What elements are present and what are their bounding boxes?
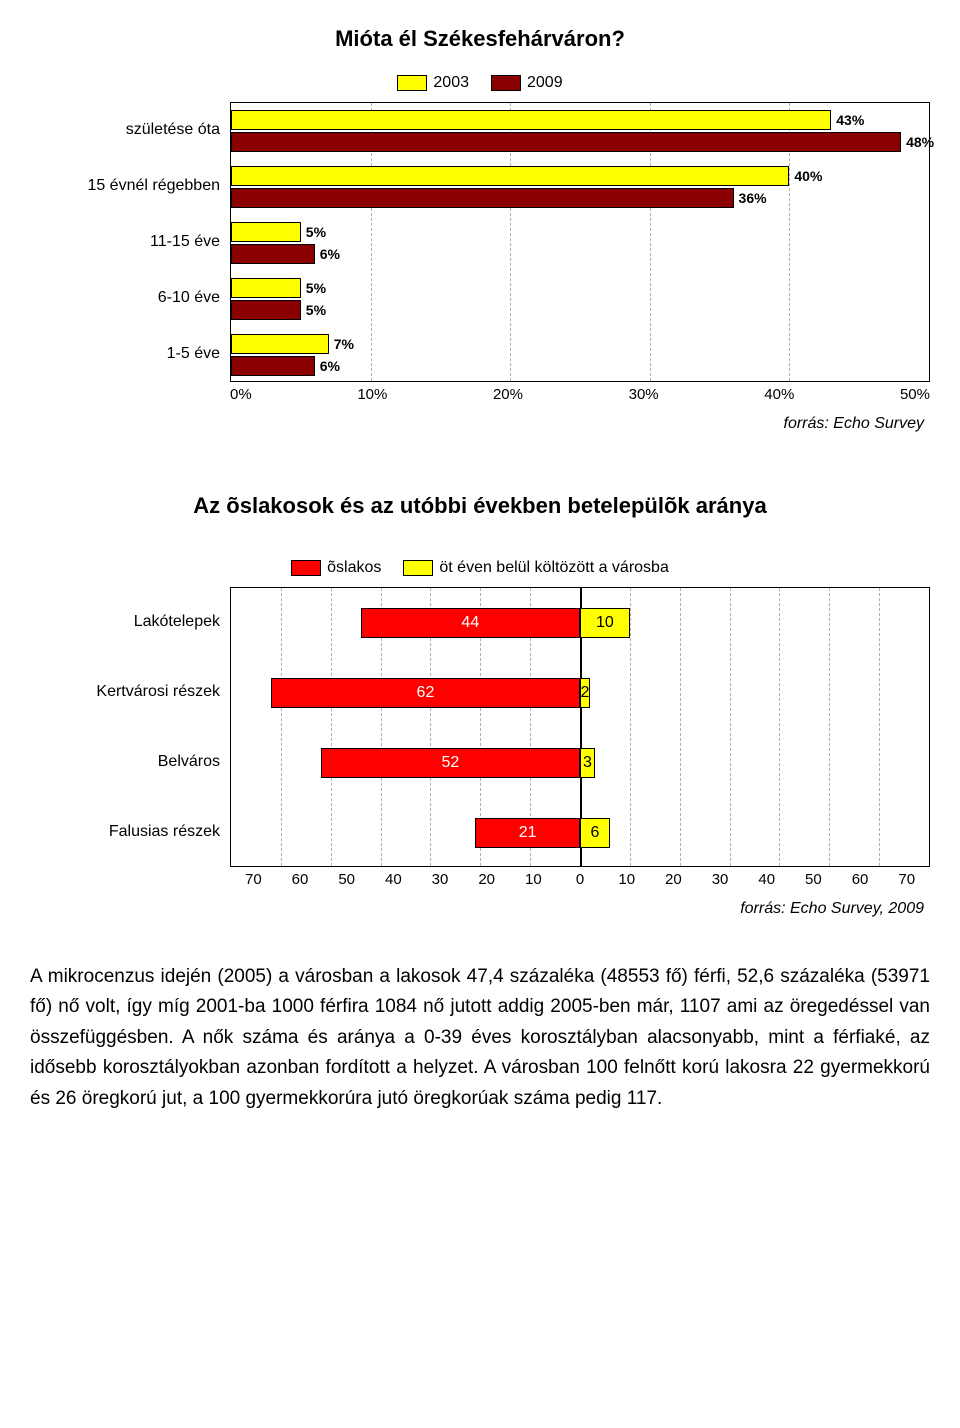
chart1-bar-2009: 36% [231, 188, 734, 208]
legend-label-koltozott: öt éven belül költözött a városba [439, 559, 668, 577]
chart2-xtick: 10 [510, 871, 557, 888]
chart2-xtick: 50 [323, 871, 370, 888]
legend-swatch-2003 [397, 75, 427, 91]
chart2-xtick: 70 [230, 871, 277, 888]
chart1-ylabel: 15 évnél régebben [30, 158, 220, 214]
chart2-bar-right: 6 [580, 818, 610, 848]
legend-swatch-koltozott [403, 560, 433, 576]
chart2-xtick: 50 [790, 871, 837, 888]
chart1-ylabel: 6-10 éve [30, 270, 220, 326]
chart1-xaxis: 0% 10% 20% 30% 40% 50% [230, 386, 930, 403]
chart2-ylabel: Belváros [30, 727, 220, 797]
chart2-ylabel: Lakótelepek [30, 587, 220, 657]
chart2-xtick: 20 [650, 871, 697, 888]
chart2-xtick: 0 [557, 871, 604, 888]
chart1-xtick: 20% [493, 386, 523, 403]
chart2-ylabel: Falusias részek [30, 797, 220, 867]
chart1-ylabel: 1-5 éve [30, 326, 220, 382]
chart2-xtick: 60 [837, 871, 884, 888]
chart2-xtick: 60 [277, 871, 324, 888]
chart1-bar-2009: 6% [231, 244, 315, 264]
chart2-bar-right: 10 [580, 608, 630, 638]
chart1-xtick: 10% [357, 386, 387, 403]
chart2-xtick: 70 [883, 871, 930, 888]
chart1-ylabel: születése óta [30, 102, 220, 158]
chart1-bar-2003: 40% [231, 166, 789, 186]
chart2-xtick: 30 [697, 871, 744, 888]
chart2-bar-left: 52 [321, 748, 580, 778]
legend-label-2009: 2009 [527, 74, 563, 92]
chart2-bar-right: 2 [580, 678, 590, 708]
chart2-legend: õslakos öt éven belül költözött a városb… [30, 559, 930, 577]
chart2-title: Az õslakosok és az utóbbi években betele… [30, 493, 930, 519]
chart2-plot: 4410 622 523 216 [230, 587, 930, 867]
chart2-bar-right: 3 [580, 748, 595, 778]
chart2-xtick: 40 [743, 871, 790, 888]
legend-label-2003: 2003 [433, 74, 469, 92]
chart1-plot: 43%48%40%36%5%6%5%5%7%6% [230, 102, 930, 382]
chart2-bar-left: 21 [475, 818, 580, 848]
chart2-bar-left: 44 [361, 608, 580, 638]
chart2-xtick: 30 [417, 871, 464, 888]
chart2-xtick: 40 [370, 871, 417, 888]
chart1-xtick: 40% [764, 386, 794, 403]
chart2-bar-left: 62 [271, 678, 580, 708]
chart1-bar-2009: 48% [231, 132, 901, 152]
chart1-ylabel: 11-15 éve [30, 214, 220, 270]
chart1-bar-2003: 7% [231, 334, 329, 354]
chart1-title: Mióta él Székesfehárváron? [30, 26, 930, 52]
chart1-bar-2003: 5% [231, 222, 301, 242]
chart1-xtick: 30% [629, 386, 659, 403]
chart1-bar-2003: 43% [231, 110, 831, 130]
chart1-xtick: 50% [900, 386, 930, 403]
chart1-bar-2009: 5% [231, 300, 301, 320]
chart2-xtick: 20 [463, 871, 510, 888]
chart2-xaxis: 70605040302010010203040506070 [230, 871, 930, 888]
chart2-ylabel: Kertvárosi részek [30, 657, 220, 727]
chart2-ylabels: LakótelepekKertvárosi részekBelvárosFalu… [30, 587, 230, 867]
chart1-bar-2003: 5% [231, 278, 301, 298]
chart1-ylabels: születése óta15 évnél régebben11-15 éve6… [30, 102, 230, 382]
legend-label-oslakos: õslakos [327, 559, 381, 577]
chart1-legend: 2003 2009 [30, 74, 930, 92]
chart2-source: forrás: Echo Survey, 2009 [30, 900, 924, 918]
body-paragraph: A mikrocenzus idején (2005) a városban a… [30, 962, 930, 1114]
legend-swatch-2009 [491, 75, 521, 91]
legend-swatch-oslakos [291, 560, 321, 576]
chart2-xtick: 10 [603, 871, 650, 888]
chart1-xtick: 0% [230, 386, 252, 403]
chart1-source: forrás: Echo Survey [30, 415, 924, 433]
chart1-bar-2009: 6% [231, 356, 315, 376]
